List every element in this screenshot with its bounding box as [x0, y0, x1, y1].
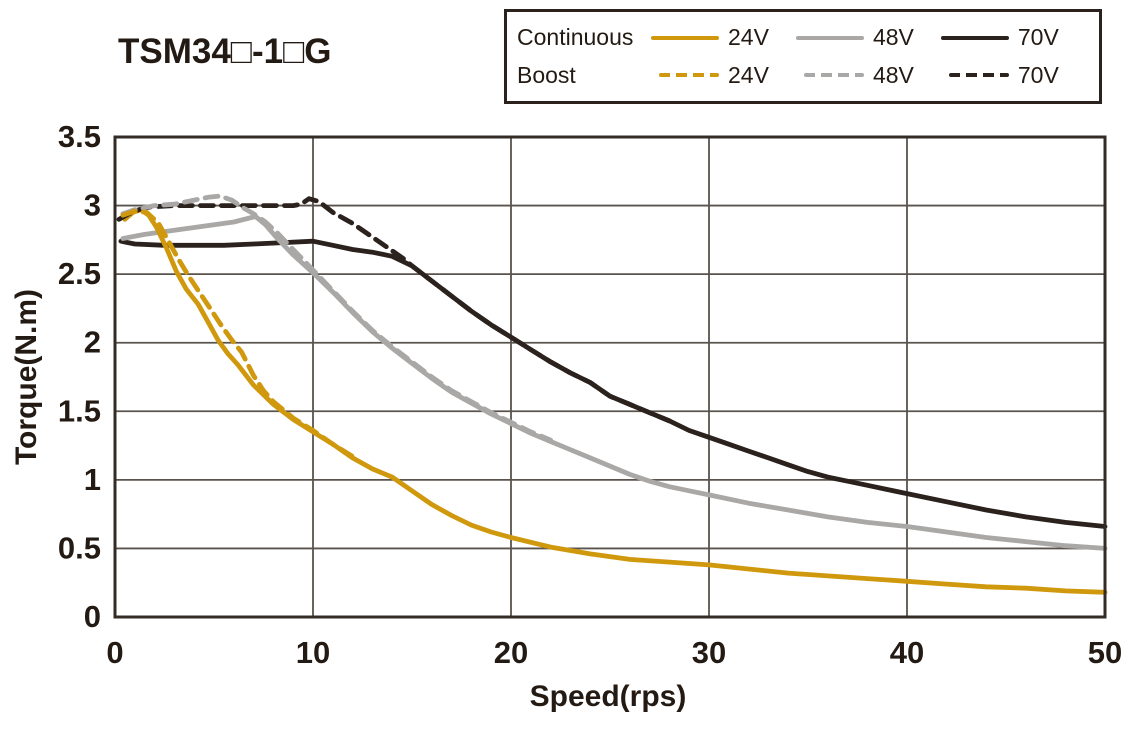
legend-entry-continuous-24v: 24V	[651, 24, 769, 51]
line-sample-icon	[795, 35, 864, 40]
y-tick-label-1: 1	[84, 462, 101, 497]
y-tick-label-1.5: 1.5	[58, 393, 101, 428]
legend-entry-label: 48V	[872, 61, 914, 88]
x-tick-label-30: 30	[692, 635, 726, 670]
x-tick-label-0: 0	[106, 635, 123, 670]
line-sample-icon	[940, 35, 1009, 40]
x-tick-label-50: 50	[1088, 635, 1122, 670]
x-tick-label-10: 10	[296, 635, 330, 670]
y-tick-label-0: 0	[84, 599, 101, 634]
y-axis-title: Torque(N.m)	[10, 289, 43, 465]
legend-entry-label: 70V	[1017, 61, 1059, 88]
legend-row-label: Boost	[517, 61, 576, 88]
series-line-boost-48v	[120, 193, 553, 443]
legend-entry-label: 24V	[728, 61, 769, 88]
y-tick-label-2: 2	[84, 325, 101, 360]
legend-entry-label: 24V	[728, 24, 769, 51]
y-tick-label-2.5: 2.5	[58, 256, 101, 291]
series-line-boost-24v	[120, 208, 356, 459]
legend-row-label: Continuous	[517, 24, 634, 51]
legend-entry-boost-70v: 70V	[941, 62, 1059, 89]
legend-entry-boost-24v: 24V	[651, 62, 769, 89]
x-tick-label-20: 20	[494, 635, 528, 670]
y-tick-label-3.5: 3.5	[58, 119, 101, 154]
line-sample-icon	[941, 73, 1009, 78]
y-tick-label-3: 3	[84, 188, 101, 223]
plot-border	[113, 135, 1107, 619]
series-line-continuous-70v	[118, 238, 1108, 529]
legend-row-boost: Boost 24V 48V 70V	[517, 62, 1091, 89]
legend: Continuous 24V 48V 70V Boost 24V 48V 70V	[504, 9, 1102, 104]
series-line-continuous-48v	[120, 214, 1108, 551]
x-tick-label-40: 40	[890, 635, 924, 670]
legend-entry-continuous-70v: 70V	[940, 24, 1059, 51]
line-sample-icon	[796, 73, 864, 78]
chart-title: TSM34□-1□G	[118, 32, 332, 71]
x-axis-title: Speed(rps)	[530, 680, 687, 713]
legend-row-continuous: Continuous 24V 48V 70V	[517, 24, 1091, 51]
series-line-continuous-24v	[122, 207, 1108, 595]
series-line-boost-70v	[116, 196, 672, 424]
legend-entry-continuous-48v: 48V	[795, 24, 914, 51]
legend-entry-boost-48v: 48V	[796, 62, 914, 89]
line-sample-icon	[651, 35, 719, 40]
legend-entry-label: 70V	[1017, 24, 1059, 51]
y-tick-label-0.5: 0.5	[58, 530, 101, 565]
line-sample-icon	[651, 73, 719, 78]
legend-entry-label: 48V	[872, 24, 914, 51]
